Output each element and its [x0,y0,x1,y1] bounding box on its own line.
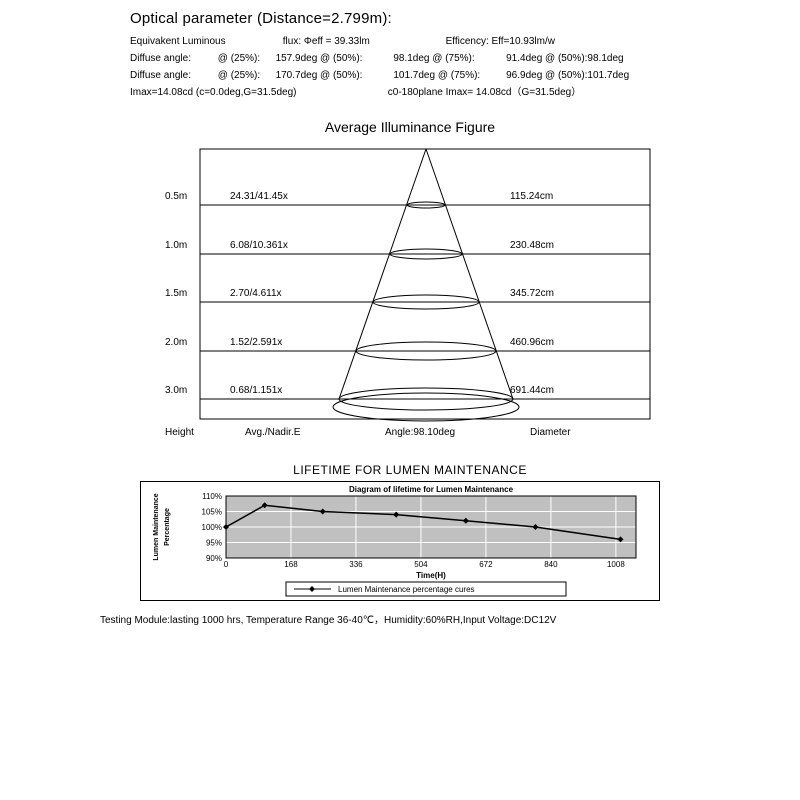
svg-text:Diagram of lifetime for Lumen: Diagram of lifetime for Lumen Maintenanc… [349,485,514,494]
testing-footer: Testing Module:lasting 1000 hrs, Tempera… [100,611,690,626]
svg-text:115.24cm: 115.24cm [510,191,553,202]
svg-text:Lumen Maintenance percentage c: Lumen Maintenance percentage cures [338,585,475,594]
svg-text:90%: 90% [206,554,222,563]
svg-text:2.0m: 2.0m [165,337,187,348]
lumen-chart: Diagram of lifetime for Lumen Maintenanc… [140,481,660,601]
svg-text:672: 672 [479,560,493,569]
param-row-4: Imax=14.08cd (c=0.0deg,G=31.5deg) c0-180… [130,84,690,101]
svg-text:105%: 105% [202,508,222,517]
svg-text:0.5m: 0.5m [165,191,187,202]
svg-text:840: 840 [544,560,558,569]
svg-text:691.44cm: 691.44cm [510,385,554,396]
param-row-1: Equivakent Luminous flux: Φeff = 39.33lm… [130,33,690,50]
param-row-2: Diffuse angle: @ (25%): 157.9deg @ (50%)… [130,50,690,67]
illuminance-figure: 0.5m 24.31/41.45x 115.24cm 1.0m 6.08/10.361x… [140,139,660,449]
svg-text:345.72cm: 345.72cm [510,288,554,299]
svg-text:Lumen Maintenance: Lumen Maintenance [153,493,160,560]
svg-text:1.5m: 1.5m [165,288,187,299]
svg-text:Time(H): Time(H) [416,571,446,580]
svg-text:460.96cm: 460.96cm [510,337,554,348]
svg-text:Avg./Nadir.E: Avg./Nadir.E [245,427,301,438]
lumen-title: LIFETIME FOR LUMEN MAINTENANCE [130,463,690,477]
svg-text:0.68/1.151x: 0.68/1.151x [230,385,282,396]
svg-text:Height: Height [165,427,194,438]
svg-text:1.0m: 1.0m [165,240,187,251]
optical-params-block: Equivakent Luminous flux: Φeff = 39.33lm… [130,33,690,101]
svg-text:230.48cm: 230.48cm [510,240,554,251]
svg-text:Angle:98.10deg: Angle:98.10deg [385,427,455,438]
svg-text:504: 504 [414,560,428,569]
svg-text:1.52/2.591x: 1.52/2.591x [230,337,282,348]
illuminance-title: Average Illuminance Figure [130,119,690,135]
svg-text:0: 0 [224,560,229,569]
svg-text:2.70/4.611x: 2.70/4.611x [230,288,282,299]
page-title: Optical parameter (Distance=2.799m): [130,10,690,27]
svg-text:110%: 110% [202,492,222,501]
svg-text:6.08/10.361x: 6.08/10.361x [230,240,288,251]
svg-text:3.0m: 3.0m [165,385,187,396]
svg-text:1008: 1008 [607,560,625,569]
svg-text:24.31/41.45x: 24.31/41.45x [230,191,288,202]
param-row-3: Diffuse angle: @ (25%): 170.7deg @ (50%)… [130,67,690,84]
svg-text:Diameter: Diameter [530,427,571,438]
svg-text:95%: 95% [206,539,222,548]
svg-text:336: 336 [349,560,363,569]
svg-text:100%: 100% [202,523,222,532]
svg-text:Percentage: Percentage [164,508,171,546]
svg-text:168: 168 [284,560,298,569]
